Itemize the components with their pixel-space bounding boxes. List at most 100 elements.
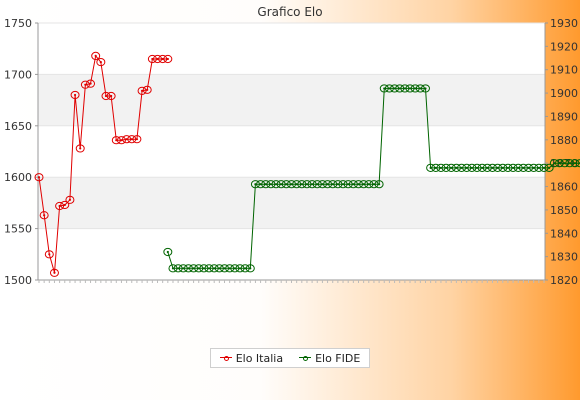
data-point <box>544 163 554 172</box>
data-point <box>549 159 559 168</box>
data-point-center <box>290 183 293 186</box>
data-point <box>415 84 425 93</box>
data-point-center <box>388 87 391 90</box>
data-point <box>575 159 580 168</box>
data-point <box>529 163 539 172</box>
data-point <box>353 180 363 189</box>
y-right-tick-label: 1860 <box>550 181 578 194</box>
data-point-center <box>280 183 283 186</box>
data-point-center <box>305 183 309 186</box>
data-point-center <box>58 204 61 208</box>
data-point-center <box>43 214 46 217</box>
data-point-center <box>311 183 314 186</box>
data-point-center <box>254 183 257 186</box>
data-point <box>323 180 333 189</box>
data-point-center <box>228 267 231 270</box>
data-point <box>214 264 224 273</box>
chart-title: Grafico Elo <box>257 5 322 19</box>
y-left-tick-label: 1700 <box>4 68 32 81</box>
data-point-center <box>434 166 437 169</box>
data-point <box>70 90 80 100</box>
data-point-center <box>197 267 200 270</box>
data-point-center <box>455 166 458 169</box>
data-point-center <box>517 166 520 169</box>
data-point <box>173 264 183 273</box>
data-point <box>446 163 456 172</box>
data-point <box>163 247 173 257</box>
legend-marker-italia <box>219 354 232 362</box>
data-point <box>34 173 44 182</box>
data-point <box>127 135 137 144</box>
data-point <box>116 136 126 145</box>
y-right-tick-label: 1850 <box>550 204 578 217</box>
data-point-center <box>357 183 360 186</box>
data-point-center <box>274 183 278 186</box>
data-point-center <box>269 183 272 186</box>
plot-area <box>38 23 545 280</box>
data-point <box>65 195 75 204</box>
data-point <box>271 180 281 189</box>
data-point <box>554 159 564 168</box>
data-point-center <box>553 162 556 165</box>
data-point-center <box>233 267 236 270</box>
data-point <box>153 54 163 64</box>
data-point-center <box>383 87 386 90</box>
data-point-center <box>475 166 479 169</box>
legend-item-fide: Elo FIDE <box>299 352 360 365</box>
data-point-center <box>213 267 216 270</box>
data-point <box>292 180 302 189</box>
data-point-center <box>202 267 205 270</box>
data-point-center <box>316 183 319 186</box>
data-point-center <box>532 166 535 169</box>
data-point <box>570 159 580 168</box>
data-point-center <box>506 166 510 169</box>
data-point-center <box>192 267 195 270</box>
data-point-center <box>166 250 169 254</box>
y-left-tick-label: 1750 <box>4 17 32 30</box>
y-left-tick-label: 1550 <box>4 223 32 236</box>
data-point-center <box>491 166 494 169</box>
data-point-center <box>89 82 92 85</box>
data-point-center <box>470 166 473 169</box>
data-point <box>477 163 487 172</box>
data-point <box>39 211 49 220</box>
y-left-tick-label: 1650 <box>4 120 32 133</box>
data-point-center <box>63 203 66 207</box>
data-point <box>390 84 400 93</box>
grid-band <box>38 177 545 229</box>
data-point-center <box>568 162 571 165</box>
data-point-center <box>161 57 164 61</box>
data-point <box>498 163 508 172</box>
data-point-center <box>403 87 406 90</box>
y-right-tick-label: 1840 <box>550 227 578 240</box>
data-point-center <box>460 166 463 169</box>
y-left-tick-label: 1500 <box>4 274 32 287</box>
data-point <box>364 180 374 189</box>
data-point-center <box>146 88 149 91</box>
data-point <box>534 163 544 172</box>
data-point-center <box>125 138 128 141</box>
data-point-center <box>295 183 298 186</box>
data-point <box>513 163 523 172</box>
data-point-center <box>563 162 566 165</box>
data-point <box>287 180 296 189</box>
data-point-center <box>465 166 468 169</box>
data-point <box>359 180 369 189</box>
data-point-center <box>326 183 329 186</box>
data-point-center <box>481 166 484 169</box>
data-point <box>220 264 230 273</box>
data-point <box>245 264 255 273</box>
series-elo-fide <box>163 84 580 273</box>
data-point <box>261 180 271 189</box>
data-point <box>250 180 260 189</box>
data-point <box>420 84 430 93</box>
data-point <box>343 180 353 189</box>
data-point-center <box>79 147 82 150</box>
data-point <box>508 163 518 172</box>
data-point <box>163 54 173 64</box>
data-point-center <box>321 183 324 186</box>
data-point-center <box>115 139 118 142</box>
data-point-center <box>424 87 427 90</box>
data-point-center <box>501 166 504 169</box>
data-point <box>199 264 209 273</box>
